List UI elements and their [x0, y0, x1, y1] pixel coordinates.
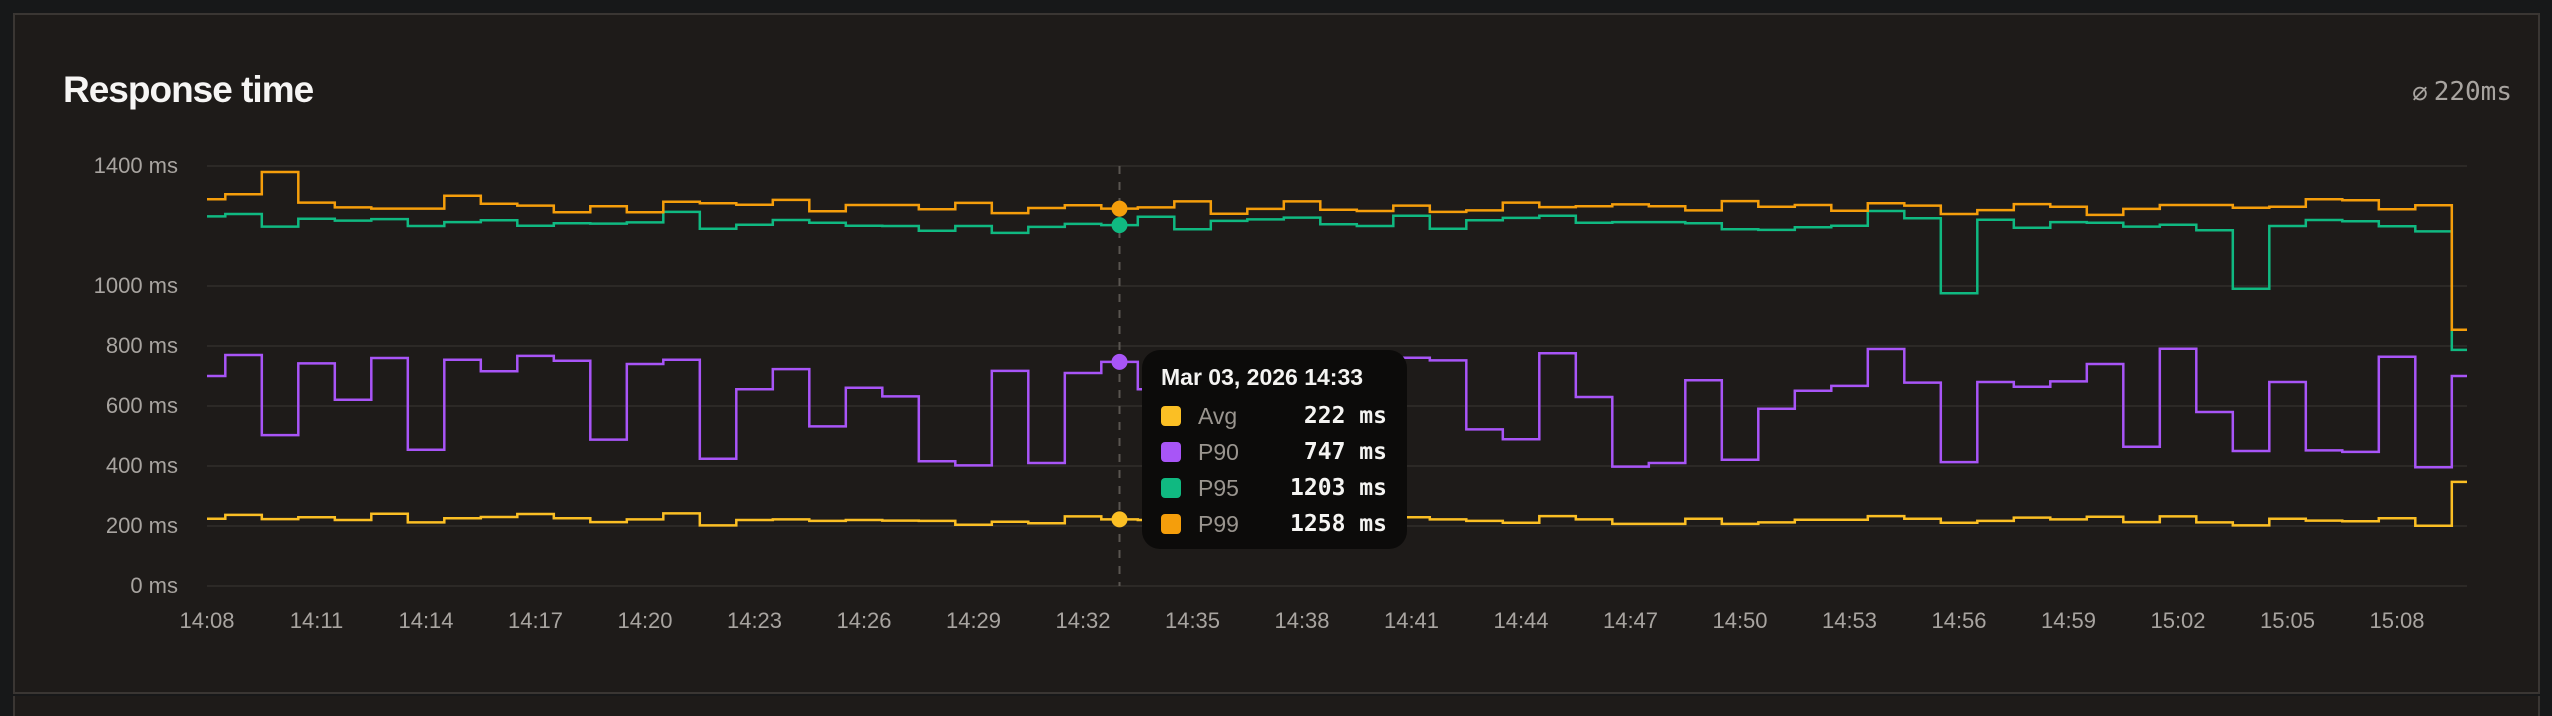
p95-swatch-icon: [1161, 478, 1181, 498]
average-summary: ⌀ 220ms: [2412, 74, 2512, 110]
tooltip-spacer: [1345, 439, 1359, 465]
x-tick-label: 14:32: [1055, 608, 1111, 633]
chart-tooltip: Mar 03, 2026 14:33 Avg 222 ms P90 747 ms…: [1142, 350, 1407, 549]
tooltip-unit: ms: [1359, 511, 1387, 537]
tooltip-row-p95: P95 1203 ms: [1161, 470, 1387, 506]
x-tick-label: 14:35: [1164, 608, 1221, 633]
tooltip-row-p90: P90 747 ms: [1161, 434, 1387, 470]
hover-dots: [1111, 200, 1128, 528]
y-tick-label: 800 ms: [105, 333, 178, 358]
tooltip-timestamp: Mar 03, 2026 14:33: [1161, 364, 1364, 390]
x-tick-label: 14:14: [398, 608, 454, 633]
y-tick-label: 400 ms: [105, 453, 178, 478]
x-tick-label: 14:11: [289, 608, 344, 633]
x-tick-label: 14:56: [1931, 608, 1987, 633]
tooltip-label: Avg: [1198, 402, 1238, 429]
p90-hover-dot-icon: [1111, 353, 1128, 370]
x-tick-label: 14:23: [726, 608, 783, 633]
tooltip-row-p99: P99 1258 ms: [1161, 506, 1387, 542]
tooltip-unit: ms: [1359, 439, 1387, 465]
x-tick-label: 14:08: [179, 608, 235, 633]
y-tick-label: 200 ms: [105, 513, 178, 538]
x-tick-label: 14:26: [836, 608, 892, 633]
x-tick-label: 14:38: [1274, 608, 1330, 633]
tooltip-unit: ms: [1359, 403, 1387, 429]
x-tick-label: 14:17: [507, 608, 564, 633]
grid-lines: [207, 165, 2467, 587]
x-tick-label: 15:02: [2150, 608, 2206, 633]
tooltip-value: 747: [1303, 439, 1346, 465]
tooltip-value: 1203: [1290, 475, 1346, 501]
y-tick-label: 1000 ms: [93, 273, 178, 298]
tooltip-spacer: [1345, 511, 1359, 537]
x-tick-label: 14:44: [1493, 608, 1549, 633]
y-tick-label: 600 ms: [105, 393, 178, 418]
y-tick-label: 0 ms: [130, 573, 178, 598]
series-p99-line: [207, 170, 2467, 332]
tooltip-label: P95: [1198, 474, 1239, 501]
card-title: Response time: [63, 69, 314, 110]
x-tick-label: 14:47: [1602, 608, 1659, 633]
average-value: 220ms: [2433, 77, 2512, 107]
avg-hover-dot-icon: [1111, 511, 1128, 528]
p99-swatch-icon: [1161, 514, 1181, 534]
tooltip-row-avg: Avg 222 ms: [1161, 398, 1387, 434]
series-p95-line: [207, 209, 2467, 352]
avg-swatch-icon: [1161, 406, 1181, 426]
x-tick-label: 15:05: [2259, 608, 2316, 633]
x-tick-label: 14:53: [1821, 608, 1878, 633]
x-tick-label: 14:41: [1383, 608, 1440, 633]
p90-swatch-icon: [1161, 442, 1181, 462]
x-tick-label: 14:20: [617, 608, 673, 633]
tooltip-value: 1258: [1290, 511, 1346, 537]
tooltip-label: P90: [1198, 438, 1239, 465]
tooltip-spacer: [1345, 475, 1359, 501]
p99-hover-dot-icon: [1111, 200, 1128, 217]
p95-hover-dot-icon: [1111, 217, 1128, 234]
x-tick-label: 15:08: [2369, 608, 2425, 633]
x-tick-label: 14:50: [1712, 608, 1768, 633]
average-icon: ⌀: [2412, 77, 2428, 107]
tooltip-value: 222: [1303, 403, 1346, 429]
x-tick-label: 14:59: [2040, 608, 2097, 633]
tooltip-unit: ms: [1359, 475, 1387, 501]
tooltip-label: P99: [1198, 510, 1239, 537]
x-tick-label: 14:29: [945, 608, 1002, 633]
y-tick-label: 1400 ms: [93, 153, 178, 178]
tooltip-unit: [1345, 403, 1359, 429]
